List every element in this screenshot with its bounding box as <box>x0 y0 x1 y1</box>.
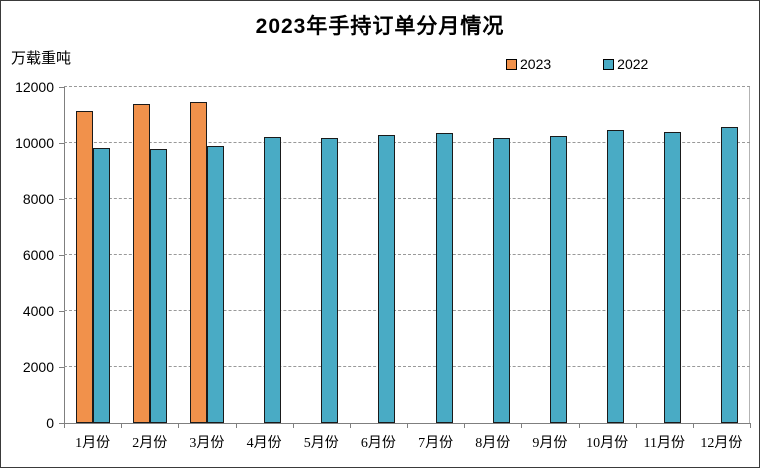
x-tick-label: 6月份 <box>360 436 396 451</box>
y-tick-mark <box>59 143 64 144</box>
gridline <box>64 366 750 367</box>
legend-label-2023: 2023 <box>520 56 552 72</box>
x-tick-label: 5月份 <box>303 436 339 451</box>
y-tick-label: 6000 <box>22 247 54 263</box>
bar-2022-1月份 <box>92 147 110 423</box>
bar-2022-9月份 <box>549 136 567 423</box>
y-tick-mark <box>59 87 64 88</box>
x-tick-mark <box>349 423 351 428</box>
y-tick-label: 4000 <box>22 303 54 319</box>
y-tick-mark <box>59 423 64 424</box>
x-tick-mark <box>692 423 694 428</box>
y-axis-line <box>64 87 65 423</box>
plot-area-right-border <box>749 87 750 423</box>
x-tick-mark <box>121 423 123 428</box>
bar-2022-8月份 <box>492 137 510 423</box>
legend-item-2022: 2022 <box>603 56 648 72</box>
x-tick-label: 12月份 <box>700 436 743 451</box>
legend-item-2023: 2023 <box>506 56 551 72</box>
y-tick-label: 0 <box>46 415 54 431</box>
x-tick-label: 1月份 <box>75 436 111 451</box>
bar-2022-10月份 <box>607 130 625 423</box>
x-tick-label: 3月份 <box>189 436 225 451</box>
x-tick-mark <box>578 423 580 428</box>
y-tick-mark <box>59 311 64 312</box>
x-tick-mark <box>750 423 751 428</box>
x-tick-mark <box>635 423 637 428</box>
bar-2022-2月份 <box>149 149 167 423</box>
bar-2022-11月份 <box>664 132 682 423</box>
legend-swatch-2023-icon <box>506 58 517 70</box>
bar-2022-6月份 <box>378 135 396 423</box>
bar-2023-1月份 <box>75 110 93 423</box>
y-tick-label: 10000 <box>15 135 54 151</box>
y-tick-mark <box>59 367 64 368</box>
y-tick-mark <box>59 199 64 200</box>
x-tick-mark <box>178 423 180 428</box>
legend-swatch-2022-icon <box>603 58 615 70</box>
bar-2022-12月份 <box>721 127 739 423</box>
x-tick-mark <box>464 423 466 428</box>
gridline <box>64 198 750 199</box>
x-tick-mark <box>292 423 294 428</box>
x-tick-label: 9月份 <box>532 436 568 451</box>
x-tick-mark <box>521 423 523 428</box>
legend-label-2022: 2022 <box>617 56 649 72</box>
legend: 2023 2022 <box>506 56 648 72</box>
x-tick-label: 8月份 <box>475 436 511 451</box>
x-tick-label: 4月份 <box>246 436 282 451</box>
y-tick-label: 8000 <box>22 191 54 207</box>
bar-2022-5月份 <box>321 137 339 423</box>
gridline <box>64 310 750 311</box>
bar-2023-2月份 <box>132 103 150 423</box>
y-tick-mark <box>59 255 64 256</box>
y-tick-label: 12000 <box>15 79 54 95</box>
x-tick-label: 7月份 <box>418 436 454 451</box>
x-tick-label: 10月份 <box>586 436 629 451</box>
x-tick-label: 11月份 <box>643 436 685 451</box>
y-axis-unit-label: 万载重吨 <box>11 51 72 67</box>
bar-2023-3月份 <box>189 102 207 423</box>
bar-2022-3月份 <box>206 145 224 423</box>
gridline <box>64 142 750 143</box>
y-tick-label: 2000 <box>22 359 54 375</box>
gridline <box>64 86 750 87</box>
x-tick-mark <box>235 423 237 428</box>
chart-title: 2023年手持订单分月情况 <box>255 15 505 38</box>
bar-2022-7月份 <box>435 132 453 423</box>
gridline <box>64 254 750 255</box>
x-tick-mark <box>407 423 408 428</box>
bar-2022-4月份 <box>264 136 282 423</box>
x-tick-label: 2月份 <box>132 436 168 451</box>
x-tick-mark <box>64 423 65 428</box>
